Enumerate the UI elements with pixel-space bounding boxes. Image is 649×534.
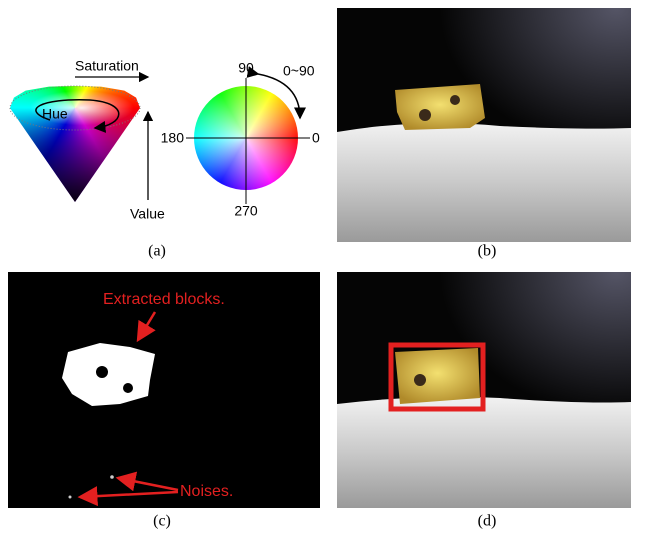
panel-label: (d) — [478, 513, 497, 530]
robot-detail — [450, 95, 460, 105]
blob-hole — [123, 383, 133, 393]
hue-label: Hue — [42, 106, 68, 122]
ground — [337, 397, 631, 508]
cone-rim — [10, 86, 140, 130]
noise-dot — [110, 475, 114, 479]
panel-label: (c) — [153, 513, 171, 530]
panel-label: (a) — [148, 243, 166, 260]
angle-label: 0~90 — [283, 63, 315, 79]
ground — [337, 123, 631, 242]
annotation: Extracted blocks. — [103, 291, 225, 308]
robot — [395, 84, 485, 130]
angle-label: 0 — [312, 130, 320, 146]
angle-arrow — [258, 74, 300, 118]
noise-dot — [69, 496, 72, 499]
robot-detail — [414, 374, 426, 386]
robot-detail — [419, 109, 431, 121]
annotation: Noises. — [180, 483, 233, 500]
angle-label: 90 — [238, 60, 254, 76]
angle-label: 180 — [161, 130, 185, 146]
saturation-label: Saturation — [75, 58, 139, 74]
panel-label: (b) — [478, 243, 497, 260]
figure-canvas: Saturation Hue Value 90 0~90 180 0 270 (… — [0, 0, 649, 534]
figure: Saturation Hue Value 90 0~90 180 0 270 (… — [0, 0, 649, 534]
blob-hole — [96, 366, 108, 378]
angle-label: 270 — [234, 203, 258, 219]
robot — [395, 348, 480, 404]
value-label: Value — [130, 206, 165, 222]
